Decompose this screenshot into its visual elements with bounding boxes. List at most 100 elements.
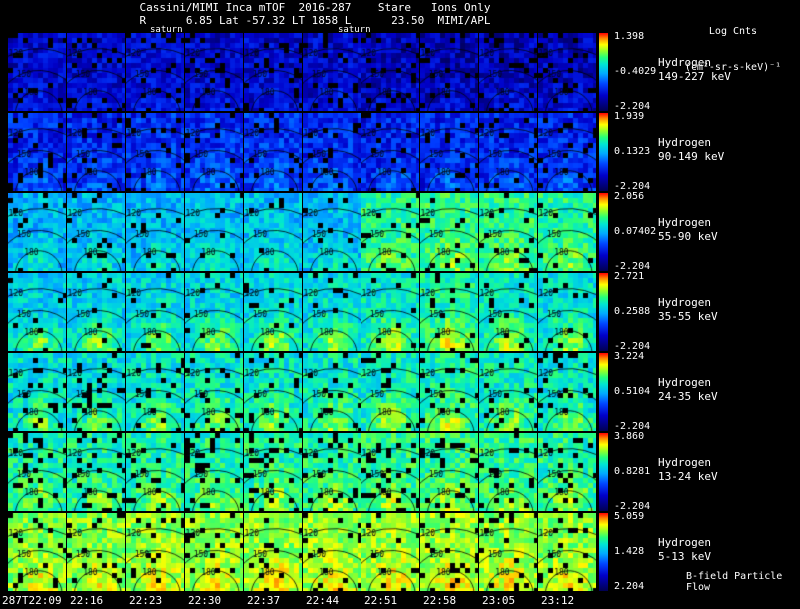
heatmap-panel xyxy=(126,433,184,511)
cbar-max-label: 2.721 xyxy=(614,271,645,282)
heatmap-panel xyxy=(303,513,361,591)
orbit-status-line: R 6.85 Lat -57.32 LT 1858 L 23.50 MIMI/A… xyxy=(139,14,491,27)
heatmap-panel xyxy=(479,353,537,431)
heatmap-panel xyxy=(185,113,243,191)
species-label: Hydrogen xyxy=(658,136,711,149)
colorbar xyxy=(599,273,608,351)
heatmap-panel xyxy=(479,33,537,111)
heatmap-panel xyxy=(67,513,125,591)
heatmap-panel xyxy=(303,273,361,351)
energy-row-149-227-kev: 1.398 -0.4029 -2.204 Hydrogen 149-227 keV xyxy=(0,31,800,112)
heatmap-panel xyxy=(538,193,596,271)
species-label: Hydrogen xyxy=(658,536,711,549)
heatmap-panel xyxy=(420,433,478,511)
heatmap-panel xyxy=(67,193,125,271)
heatmap-panel xyxy=(185,33,243,111)
energy-range-label: 13-24 keV xyxy=(658,470,718,483)
cbar-min-label: -2.204 xyxy=(614,501,651,512)
heatmap-panel xyxy=(361,113,419,191)
time-tick-label: 22:37 xyxy=(247,594,281,607)
cbar-min-label: -2.204 xyxy=(614,181,651,192)
heatmap-panel xyxy=(67,33,125,111)
energy-row-5-13-kev: 5.059 1.428 2.204 Hydrogen 5-13 keV xyxy=(0,511,800,592)
energy-range-label: 35-55 keV xyxy=(658,310,718,323)
heatmap-panel xyxy=(420,353,478,431)
heatmap-panel xyxy=(420,113,478,191)
heatmap-panel xyxy=(538,513,596,591)
heatmap-panel xyxy=(420,193,478,271)
heatmap-panel xyxy=(126,273,184,351)
heatmap-panel xyxy=(185,433,243,511)
colorbar xyxy=(599,33,608,111)
heatmap-panel xyxy=(303,33,361,111)
cbar-min-label: -2.204 xyxy=(614,421,651,432)
colorbar xyxy=(599,433,608,511)
heatmap-panel xyxy=(479,193,537,271)
heatmap-panel xyxy=(420,273,478,351)
heatmap-panel xyxy=(8,513,66,591)
cbar-mid-label: 0.1323 xyxy=(614,146,651,157)
cbar-mid-label: 0.07402 xyxy=(614,226,657,237)
cbar-mid-label: 0.8281 xyxy=(614,466,651,477)
time-tick-label: 22:51 xyxy=(364,594,398,607)
heatmap-panel xyxy=(361,193,419,271)
heatmap-panel xyxy=(244,113,302,191)
energy-row-13-24-kev: 3.860 0.8281 -2.204 Hydrogen 13-24 keV xyxy=(0,431,800,512)
heatmap-panel xyxy=(303,433,361,511)
cbar-min-label: -2.204 xyxy=(614,341,651,352)
energy-row-55-90-kev: 2.056 0.07402 -2.204 Hydrogen 55-90 keV xyxy=(0,191,800,272)
species-label: Hydrogen xyxy=(658,296,711,309)
cbar-mid-label: 0.2588 xyxy=(614,306,651,317)
log-counts-label: Log Cnts xyxy=(708,26,758,37)
heatmap-panel xyxy=(8,193,66,271)
heatmap-panel xyxy=(361,33,419,111)
heatmap-panel xyxy=(126,513,184,591)
cbar-mid-label: -0.4029 xyxy=(614,66,657,77)
heatmap-panel xyxy=(361,513,419,591)
heatmap-panel xyxy=(8,33,66,111)
heatmap-panel xyxy=(8,273,66,351)
time-tick-label: 22:16 xyxy=(70,594,104,607)
heatmap-panel xyxy=(244,353,302,431)
saturn-marker-label: saturn xyxy=(338,25,371,35)
colorbar-units-label: Log Cnts (cm²-sr-s-keV)⁻¹ xyxy=(668,2,798,98)
heatmap-panel xyxy=(538,33,596,111)
heatmap-panel xyxy=(538,113,596,191)
heatmap-panel xyxy=(126,113,184,191)
heatmap-panel xyxy=(244,33,302,111)
cbar-max-label: 1.398 xyxy=(614,31,645,42)
heatmap-panel xyxy=(8,113,66,191)
time-tick-label: 23:05 xyxy=(482,594,516,607)
heatmap-panel xyxy=(67,433,125,511)
cbar-min-label: -2.204 xyxy=(614,261,651,272)
heatmap-panel xyxy=(185,273,243,351)
species-label: Hydrogen xyxy=(658,376,711,389)
log-counts-units: (cm²-sr-s-keV)⁻¹ xyxy=(684,62,782,73)
heatmap-panel xyxy=(479,273,537,351)
heatmap-panel xyxy=(479,113,537,191)
heatmap-panel xyxy=(420,513,478,591)
heatmap-panel xyxy=(67,113,125,191)
cbar-mid-label: 0.5104 xyxy=(614,386,651,397)
cbar-max-label: 1.939 xyxy=(614,111,645,122)
heatmap-panel xyxy=(538,433,596,511)
heatmap-panel xyxy=(538,273,596,351)
heatmap-panel xyxy=(8,433,66,511)
heatmap-panel xyxy=(420,33,478,111)
energy-range-label: 24-35 keV xyxy=(658,390,718,403)
heatmap-panel xyxy=(126,193,184,271)
time-tick-label: 287T22:09 xyxy=(2,594,62,607)
page-title: Cassini/MIMI Inca mTOF 2016-287 Stare Io… xyxy=(139,1,491,14)
time-tick-label: 22:30 xyxy=(188,594,222,607)
energy-row-35-55-kev: 2.721 0.2588 -2.204 Hydrogen 35-55 keV xyxy=(0,271,800,352)
cbar-min-label: 2.204 xyxy=(614,581,645,592)
colorbar xyxy=(599,513,608,591)
bfield-flow-label: B-field Particle Flow xyxy=(686,571,783,593)
heatmap-panel xyxy=(361,273,419,351)
heatmap-panel xyxy=(185,513,243,591)
cbar-min-label: -2.204 xyxy=(614,101,651,112)
cbar-max-label: 3.224 xyxy=(614,351,645,362)
cbar-max-label: 2.056 xyxy=(614,191,645,202)
species-label: Hydrogen xyxy=(658,56,711,69)
colorbar xyxy=(599,193,608,271)
